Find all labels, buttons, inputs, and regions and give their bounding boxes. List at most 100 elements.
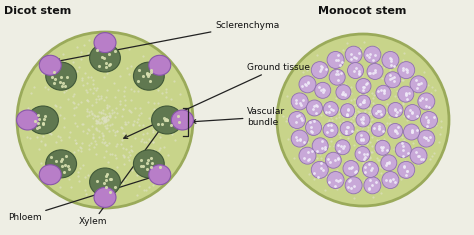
Point: [72, 141, 80, 145]
Point: [64, 164, 72, 168]
Point: [403, 68, 410, 71]
Point: [82, 175, 89, 179]
Point: [92, 119, 100, 123]
Point: [334, 143, 342, 146]
Point: [92, 118, 100, 121]
Point: [315, 67, 322, 70]
Point: [56, 105, 64, 109]
Point: [356, 115, 364, 119]
Point: [96, 48, 104, 52]
Point: [58, 164, 65, 168]
Point: [341, 107, 349, 110]
Point: [121, 122, 129, 126]
Point: [396, 108, 404, 112]
Point: [149, 128, 157, 132]
Point: [162, 87, 170, 91]
Point: [428, 155, 436, 158]
Point: [113, 129, 121, 133]
Point: [298, 116, 305, 119]
Point: [348, 184, 356, 188]
Point: [108, 108, 115, 112]
Point: [359, 102, 366, 106]
Point: [355, 51, 363, 55]
Point: [56, 185, 64, 189]
Point: [305, 172, 313, 176]
Circle shape: [341, 104, 355, 118]
Point: [343, 85, 350, 89]
Point: [341, 93, 349, 97]
Point: [343, 151, 350, 155]
Point: [341, 142, 349, 146]
Point: [340, 162, 347, 166]
Point: [82, 192, 90, 196]
Point: [89, 91, 97, 94]
Point: [356, 103, 364, 106]
Point: [113, 165, 121, 168]
Point: [102, 115, 110, 119]
Point: [436, 132, 444, 136]
Point: [73, 69, 81, 73]
Point: [343, 125, 351, 129]
Point: [355, 121, 363, 125]
Point: [95, 135, 103, 139]
Point: [344, 162, 351, 166]
Point: [361, 114, 369, 118]
Point: [39, 134, 46, 138]
Point: [342, 129, 349, 133]
Point: [413, 154, 421, 157]
Point: [97, 184, 104, 188]
Point: [327, 52, 335, 56]
Point: [317, 150, 325, 154]
Point: [299, 70, 306, 74]
Point: [383, 81, 391, 85]
Point: [369, 58, 376, 62]
Point: [345, 136, 352, 140]
Point: [150, 140, 157, 144]
Point: [351, 123, 358, 127]
Point: [374, 128, 381, 132]
Point: [341, 162, 348, 166]
Point: [374, 139, 382, 143]
Point: [128, 149, 136, 153]
Text: Ground tissue: Ground tissue: [124, 63, 310, 138]
Point: [390, 64, 398, 67]
Point: [308, 149, 316, 153]
Point: [385, 161, 392, 164]
Point: [301, 82, 309, 85]
Point: [102, 120, 110, 123]
Point: [339, 114, 346, 118]
Point: [415, 154, 422, 158]
Point: [170, 116, 178, 120]
Point: [374, 109, 382, 113]
Point: [125, 72, 133, 76]
Point: [121, 103, 129, 107]
Point: [83, 114, 91, 118]
Point: [383, 159, 391, 163]
Point: [356, 130, 364, 134]
Point: [415, 82, 422, 86]
Point: [358, 99, 366, 103]
Point: [52, 159, 60, 163]
Point: [46, 132, 54, 135]
Point: [38, 114, 46, 118]
Point: [361, 84, 369, 88]
Point: [310, 104, 318, 108]
Point: [137, 162, 145, 166]
Point: [356, 50, 363, 54]
Point: [70, 101, 78, 105]
Point: [334, 157, 342, 161]
Point: [377, 114, 385, 118]
Point: [109, 152, 116, 156]
Point: [150, 131, 157, 134]
Point: [45, 87, 52, 91]
Point: [365, 110, 373, 114]
Point: [334, 179, 342, 183]
Point: [320, 88, 328, 92]
Point: [412, 150, 420, 154]
Point: [158, 130, 166, 134]
Point: [323, 161, 330, 164]
Point: [99, 173, 107, 177]
Point: [408, 134, 416, 138]
Point: [375, 131, 383, 135]
Point: [155, 122, 162, 126]
